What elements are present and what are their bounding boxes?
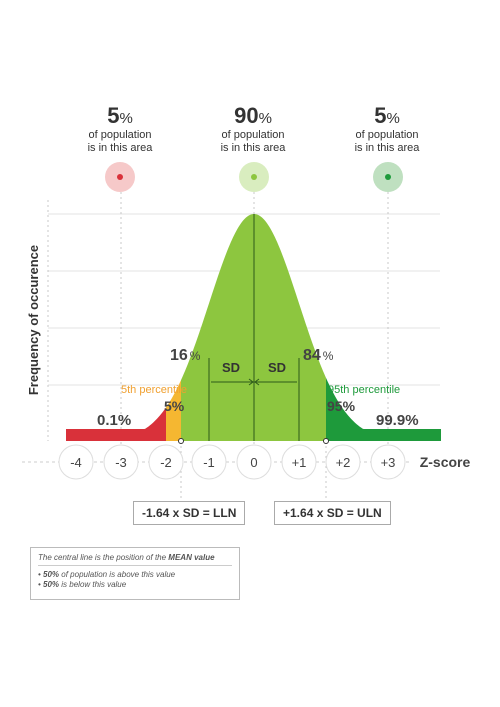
stat-center-value: 90% bbox=[234, 103, 272, 128]
stat-right-line2: is in this area bbox=[354, 142, 420, 154]
stat-center: 90% of population is in this area bbox=[203, 103, 303, 155]
label-84-percent: 84% bbox=[303, 347, 334, 364]
z-tick-1: -3 bbox=[103, 444, 139, 480]
stat-center-line2: is in this area bbox=[220, 142, 286, 154]
indicator-right bbox=[373, 162, 403, 192]
z-tick-4: 0 bbox=[236, 444, 272, 480]
z-tick-6: +2 bbox=[325, 444, 361, 480]
lln-marker bbox=[178, 438, 184, 444]
z-tick-7: +3 bbox=[370, 444, 406, 480]
stat-left-value: 5% bbox=[107, 103, 133, 128]
note-heading: The central line is the position of the … bbox=[38, 553, 215, 562]
z-tick-label: -1 bbox=[203, 455, 215, 470]
z-tick-5: +1 bbox=[281, 444, 317, 480]
stat-right-value: 5% bbox=[374, 103, 400, 128]
sd-right-label: SD bbox=[268, 360, 286, 375]
z-tick-2: -2 bbox=[148, 444, 184, 480]
z-tick-label: +2 bbox=[336, 455, 351, 470]
label-16-percent: 16% bbox=[170, 347, 201, 364]
uln-marker bbox=[323, 438, 329, 444]
z-tick-3: -1 bbox=[191, 444, 227, 480]
bell-curve bbox=[66, 214, 441, 441]
stat-right-line1: of population bbox=[355, 129, 419, 141]
mean-note: The central line is the position of the … bbox=[30, 547, 240, 600]
z-tick-label: +3 bbox=[381, 455, 396, 470]
label-0-1-percent: 0.1% bbox=[97, 412, 131, 429]
indicator-left bbox=[105, 162, 135, 192]
note-bullet-2: • 50% is below this value bbox=[38, 580, 127, 589]
indicator-center bbox=[239, 162, 269, 192]
z-tick-label: -3 bbox=[115, 455, 127, 470]
stat-right: 5% of population is in this area bbox=[337, 103, 437, 155]
stat-center-line1: of population bbox=[221, 129, 285, 141]
sd-arrows bbox=[211, 378, 297, 386]
label-95-percent: 95% bbox=[327, 398, 356, 414]
y-axis-label: Frequency of occurence bbox=[26, 245, 41, 395]
z-ticks: -4 -3 -2 -1 0 +1 +2 +3 bbox=[58, 444, 406, 480]
z-tick-label: -4 bbox=[70, 455, 82, 470]
x-axis-label: Z-score bbox=[420, 454, 471, 470]
label-5-percent: 5% bbox=[164, 398, 185, 414]
lln-box: -1.64 x SD = LLN bbox=[133, 501, 246, 525]
region-red bbox=[66, 214, 166, 441]
z-tick-label: 0 bbox=[250, 455, 257, 470]
z-tick-label: +1 bbox=[292, 455, 307, 470]
z-tick-0: -4 bbox=[58, 444, 94, 480]
stat-left-line2: is in this area bbox=[87, 142, 153, 154]
stat-left: 5% of population is in this area bbox=[70, 103, 170, 155]
distribution-diagram: SD SD 16% 84% 5th percentile 5% 95th per… bbox=[22, 162, 471, 500]
uln-box: +1.64 x SD = ULN bbox=[274, 501, 391, 525]
sd-left-label: SD bbox=[222, 360, 240, 375]
label-99-9-percent: 99.9% bbox=[376, 412, 419, 429]
stat-left-line1: of population bbox=[88, 129, 152, 141]
label-fifth-percentile: 5th percentile bbox=[121, 384, 187, 396]
note-bullet-1: • 50% of population is above this value bbox=[38, 570, 176, 579]
note-divider bbox=[38, 565, 232, 566]
label-95th-percentile: 95th percentile bbox=[328, 384, 400, 396]
z-tick-label: -2 bbox=[160, 455, 172, 470]
